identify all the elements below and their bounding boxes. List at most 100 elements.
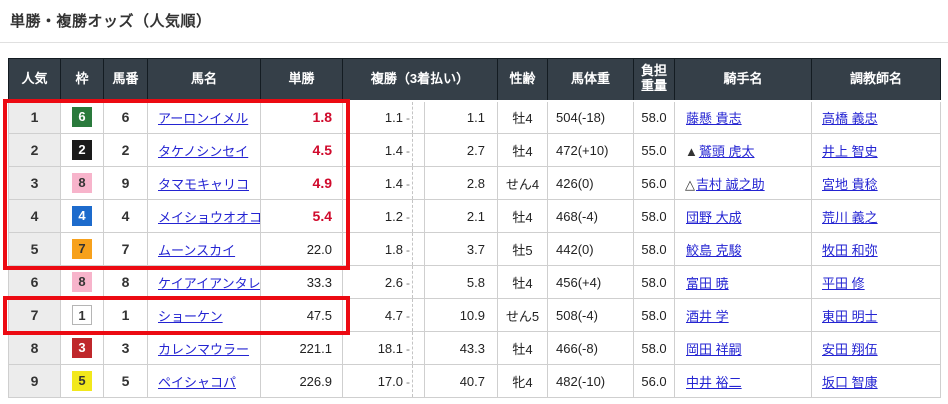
horse-name-link[interactable]: カレンマウラー bbox=[158, 341, 250, 357]
place-odds-high: 1.1 bbox=[424, 100, 498, 134]
popularity-rank: 9 bbox=[8, 364, 61, 398]
place-odds-high: 40.7 bbox=[424, 364, 498, 398]
horse-name-cell: アーロンイメル bbox=[147, 100, 261, 134]
jockey-link[interactable]: 中井 裕二 bbox=[686, 374, 742, 390]
horse-weight: 426(0) bbox=[547, 166, 634, 200]
horse-name-cell: カレンマウラー bbox=[147, 331, 261, 365]
horse-name-cell: メイショウオオコ bbox=[147, 199, 261, 233]
horse-number: 2 bbox=[103, 133, 148, 167]
header-jockey: 騎手名 bbox=[674, 58, 812, 102]
trainer-cell: 牧田 和弥 bbox=[811, 232, 941, 266]
header-carried-weight-line1: 負担 bbox=[640, 63, 667, 79]
popularity-rank: 2 bbox=[8, 133, 61, 167]
horse-number: 3 bbox=[103, 331, 148, 365]
horse-name-cell: ショーケン bbox=[147, 298, 261, 332]
horse-number: 6 bbox=[103, 100, 148, 134]
horse-weight: 472(+10) bbox=[547, 133, 634, 167]
trainer-link[interactable]: 高橋 義忠 bbox=[822, 110, 878, 126]
horse-name-link[interactable]: アーロンイメル bbox=[158, 110, 249, 126]
horse-weight: 466(-8) bbox=[547, 331, 634, 365]
place-odds-low: 4.7 bbox=[384, 307, 403, 323]
jockey-link[interactable]: 鷲頭 虎太 bbox=[698, 143, 755, 159]
jockey-cell: 団野 大成 bbox=[674, 199, 812, 233]
horse-number: 4 bbox=[103, 199, 148, 233]
trainer-link[interactable]: 東田 明士 bbox=[822, 308, 878, 324]
odds-table-header: 人気 枠 馬番 馬名 単勝 複勝（3着払い） 性齢 馬体重 負担 重量 騎手名 … bbox=[8, 58, 941, 102]
frame-cell: 7 bbox=[60, 232, 104, 266]
page-title: 単勝・複勝オッズ（人気順） bbox=[10, 13, 212, 30]
frame-cell: 8 bbox=[60, 166, 104, 200]
odds-range-dash: - bbox=[406, 275, 410, 290]
place-odds-separator bbox=[412, 133, 425, 167]
place-odds-low-cell: 1.8- bbox=[342, 232, 413, 266]
carried-weight: 58.0 bbox=[633, 232, 675, 266]
jockey-link[interactable]: 富田 暁 bbox=[686, 275, 729, 291]
trainer-link[interactable]: 安田 翔伍 bbox=[822, 341, 878, 357]
horse-name-link[interactable]: ペイシャコパ bbox=[158, 374, 237, 390]
frame-cell: 2 bbox=[60, 133, 104, 167]
horse-name-cell: ケイアイアンタレス bbox=[147, 265, 261, 299]
header-frame: 枠 bbox=[60, 58, 104, 102]
horse-name-link[interactable]: ムーンスカイ bbox=[158, 242, 236, 258]
horse-weight: 456(+4) bbox=[547, 265, 634, 299]
popularity-rank: 8 bbox=[8, 331, 61, 365]
win-odds: 4.9 bbox=[260, 166, 343, 200]
sex-age: せん4 bbox=[497, 166, 548, 200]
frame-number-badge: 2 bbox=[72, 140, 92, 160]
sex-age: 牡4 bbox=[497, 265, 548, 299]
carried-weight: 58.0 bbox=[633, 199, 675, 233]
win-odds: 47.5 bbox=[260, 298, 343, 332]
trainer-cell: 宮地 貴稔 bbox=[811, 166, 941, 200]
horse-name-link[interactable]: ショーケン bbox=[158, 308, 223, 324]
jockey-cell: △吉村 誠之助 bbox=[674, 166, 812, 200]
place-odds-separator bbox=[412, 265, 425, 299]
apprentice-mark: △ bbox=[685, 176, 695, 192]
odds-table-body: 1 6 6 アーロンイメル 1.8 1.1- 1.1 牡4 504(-18) 5… bbox=[8, 100, 941, 398]
carried-weight: 58.0 bbox=[633, 298, 675, 332]
jockey-cell: 富田 暁 bbox=[674, 265, 812, 299]
jockey-link[interactable]: 鮫島 克駿 bbox=[686, 242, 742, 258]
trainer-cell: 高橋 義忠 bbox=[811, 100, 941, 134]
jockey-link[interactable]: 団野 大成 bbox=[686, 209, 742, 225]
trainer-link[interactable]: 宮地 貴稔 bbox=[822, 176, 878, 192]
frame-cell: 8 bbox=[60, 265, 104, 299]
horse-weight: 508(-4) bbox=[547, 298, 634, 332]
win-odds: 5.4 bbox=[260, 199, 343, 233]
popularity-rank: 7 bbox=[8, 298, 61, 332]
horse-name-link[interactable]: ケイアイアンタレス bbox=[158, 275, 261, 291]
trainer-cell: 安田 翔伍 bbox=[811, 331, 941, 365]
horse-name-cell: タマモキャリコ bbox=[147, 166, 261, 200]
jockey-link[interactable]: 吉村 誠之助 bbox=[696, 176, 765, 192]
horse-name-link[interactable]: メイショウオオコ bbox=[158, 209, 261, 225]
jockey-cell: 酒井 学 bbox=[674, 298, 812, 332]
trainer-link[interactable]: 荒川 義之 bbox=[822, 209, 878, 225]
frame-number-badge: 3 bbox=[72, 338, 92, 358]
carried-weight: 58.0 bbox=[633, 265, 675, 299]
trainer-link[interactable]: 坂口 智康 bbox=[822, 374, 878, 390]
place-odds-low-cell: 18.1- bbox=[342, 331, 413, 365]
win-odds: 1.8 bbox=[260, 100, 343, 134]
horse-name-link[interactable]: タケノシンセイ bbox=[158, 143, 249, 159]
trainer-cell: 東田 明士 bbox=[811, 298, 941, 332]
horse-name-link[interactable]: タマモキャリコ bbox=[158, 176, 250, 192]
horse-number: 5 bbox=[103, 364, 148, 398]
trainer-link[interactable]: 牧田 和弥 bbox=[822, 242, 878, 258]
carried-weight: 58.0 bbox=[633, 100, 675, 134]
frame-number-badge: 5 bbox=[72, 371, 92, 391]
frame-number-badge: 8 bbox=[72, 173, 92, 193]
odds-range-dash: - bbox=[406, 242, 410, 257]
jockey-link[interactable]: 藤懸 貴志 bbox=[686, 110, 742, 126]
popularity-rank: 1 bbox=[8, 100, 61, 134]
trainer-link[interactable]: 井上 智史 bbox=[822, 143, 878, 159]
jockey-cell: ▲鷲頭 虎太 bbox=[674, 133, 812, 167]
trainer-link[interactable]: 平田 修 bbox=[822, 275, 865, 291]
jockey-link[interactable]: 岡田 祥嗣 bbox=[686, 341, 742, 357]
odds-range-dash: - bbox=[406, 110, 410, 125]
header-carried-weight: 負担 重量 bbox=[633, 58, 675, 102]
jockey-link[interactable]: 酒井 学 bbox=[686, 308, 729, 324]
popularity-rank: 3 bbox=[8, 166, 61, 200]
place-odds-low-cell: 4.7- bbox=[342, 298, 413, 332]
horse-weight: 468(-4) bbox=[547, 199, 634, 233]
header-win-odds: 単勝 bbox=[260, 58, 343, 102]
